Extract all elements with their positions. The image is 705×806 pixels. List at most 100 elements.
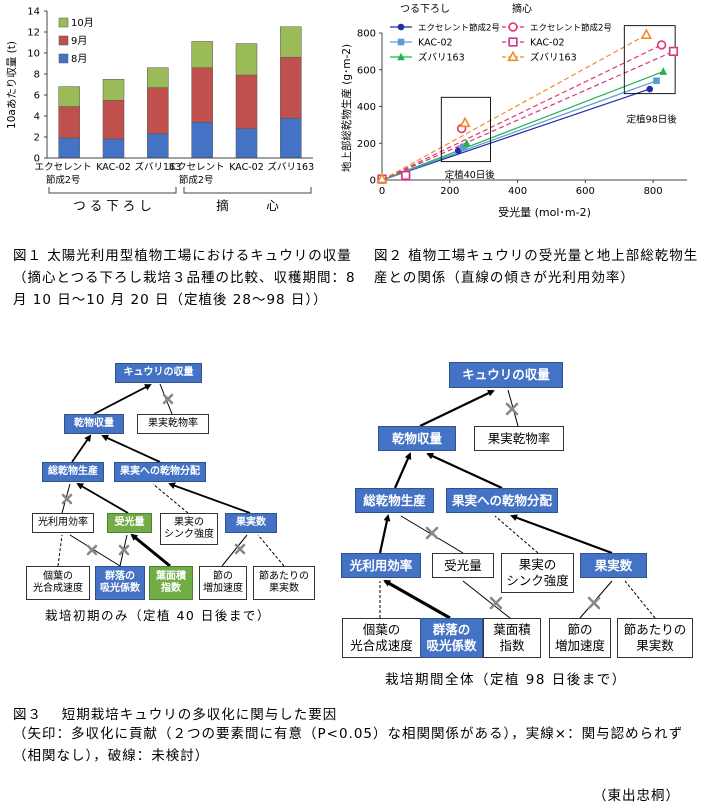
left-fruit-ratio-node: 果実乾物率: [137, 414, 209, 434]
fig1-category-label: KAC-02: [229, 162, 264, 173]
fig3-no-relation-mark: [505, 402, 519, 416]
fig1-legend-label: 9月: [71, 35, 87, 47]
fig2-point: [640, 28, 652, 39]
fig3-no-relation-mark: [61, 493, 73, 505]
left-lai-node: 葉面積 指数: [149, 566, 193, 600]
fig2-regression-line: [381, 71, 664, 181]
fig2-box-40days: [440, 96, 491, 163]
fig1-bar-10月: [102, 79, 125, 101]
fig1-bar-9月: [191, 67, 213, 123]
left-leaf-photo-node: 個葉の 光合成速度: [26, 566, 90, 600]
fig2-legend-label: エクセレント節成2号: [418, 23, 500, 34]
left-sink-node: 果実の シンク強度: [160, 513, 218, 545]
fig1-bar-9月: [102, 100, 125, 140]
fig3-dashed-link: [494, 515, 539, 554]
fig3-no-relation-mark: [489, 596, 503, 610]
fig3-arrow: [93, 384, 152, 415]
fig2-point: [460, 143, 467, 151]
fig2-regression-line: [381, 80, 657, 181]
fig1-bar-8月: [102, 138, 125, 159]
fig1-bar-8月: [58, 137, 80, 159]
right-dry-yield-node: 乾物収量: [378, 426, 456, 451]
fig1-y-tick-label: 2: [34, 133, 40, 144]
right-rue-node: 光利用効率: [341, 553, 421, 578]
fig1-y-axis-label: 10aあたり収量 (t): [6, 41, 18, 129]
fig2-y-tick-label: 0: [370, 176, 376, 187]
fig3-arrow: [419, 390, 495, 427]
fig3-arrow: [426, 452, 503, 489]
fig3-no-relation-mark: [587, 596, 601, 610]
fig1-legend-swatch: [58, 35, 69, 46]
fig2-box-98days: [623, 25, 676, 95]
left-fruit-per-node-node: 節あたりの 果実数: [253, 566, 315, 600]
fig2-point: [646, 85, 654, 93]
fig2-legend-label: KAC-02: [530, 38, 565, 49]
fig2-point: [376, 172, 388, 184]
fig2-annotation: 定植98日後: [627, 113, 678, 125]
fig1-legend-swatch: [58, 53, 69, 64]
fig1-bar-8月: [147, 133, 169, 159]
fig2-regression-line: [381, 34, 647, 181]
right-fruit-per-node-node: 節あたりの 果実数: [617, 618, 693, 658]
fig1-group-label: つ る 下 ろ し: [73, 198, 151, 213]
fig1-category-label: 節成2号: [179, 174, 214, 186]
fig3-arrows: [57, 383, 656, 620]
fig3-dashed-link: [624, 580, 656, 619]
fig2-legend-marker: [397, 52, 405, 61]
fig1-legend-swatch: [58, 17, 69, 28]
left-fruit-num-node: 果実数: [225, 513, 277, 533]
right-received-node: 受光量: [432, 553, 494, 578]
fig2-point: [454, 147, 462, 154]
fig2-y-tick-label: 600: [357, 65, 376, 76]
fig3-dashed-link: [57, 534, 63, 567]
fig2-legend-label: エクセレント節成2号: [530, 23, 612, 34]
left-dry-yield-node: 乾物収量: [64, 414, 124, 434]
fig1-y-tick-label: 8: [34, 70, 40, 81]
fig2-point: [668, 46, 679, 56]
fig1-group-bracket: [48, 187, 177, 194]
fig2-y-tick-label: 800: [357, 29, 376, 40]
right-fruit-num-node: 果実数: [580, 553, 647, 578]
left-node-rate-node: 節の 増加速度: [199, 566, 247, 600]
right-total-dm-node: 総乾物生産: [355, 488, 434, 513]
fig3-no-relation-mark: [425, 526, 439, 540]
fig2-regression-line: [381, 50, 674, 181]
fig2-point: [656, 40, 667, 50]
fig1-category-label: エクセレント: [35, 162, 92, 173]
fig2-x-tick-label: 800: [644, 186, 663, 197]
fig2-y-tick-label: 400: [357, 102, 376, 113]
fig2-legend-marker: [397, 38, 405, 46]
fig3-arrow: [378, 514, 391, 554]
fig3-no-relation-mark: [86, 544, 98, 556]
fig2-legend-marker: [507, 50, 519, 62]
fig2-x-axis-label: 受光量 (mol･m-2): [498, 205, 591, 219]
fig1-bar-9月: [235, 74, 258, 129]
fig2-y-axis-label: 地上部総乾物生産 (g･m-2): [340, 44, 353, 172]
right-leaf-photo-node: 個葉の 光合成速度: [342, 618, 421, 658]
fig1-legend-label: 8月: [71, 53, 87, 65]
right-yield-node: キュウリの収量: [449, 362, 563, 388]
fig1-category-label: ズバリ163: [268, 161, 315, 173]
left-canopy-node: 群落の 吸光係数: [95, 566, 145, 600]
left-rue-node: 光利用効率: [32, 513, 94, 533]
fig1-group-label: 摘 心: [216, 198, 279, 213]
fig3-link: [69, 534, 121, 567]
fig1-bar-10月: [191, 41, 213, 68]
fig3-no-relation-mark: [118, 544, 130, 556]
fig1-y-tick-label: 10: [27, 49, 40, 60]
fig2-point: [653, 77, 660, 85]
fig3-arrow: [101, 434, 161, 463]
fig3-arrow: [76, 482, 129, 514]
fig2-x-tick-label: 600: [576, 186, 595, 197]
fig2-y-tick-label: 200: [357, 139, 376, 150]
fig3-link: [221, 534, 248, 567]
fig2-point: [659, 67, 668, 75]
author-credit: （東出忠桐）: [593, 788, 680, 804]
fig3-caption-body: （矢印：多収化に貢献（２つの要素間に有意（P<0.05）な相関関係がある），実線…: [13, 726, 684, 764]
fig1-category-label: KAC-02: [96, 162, 131, 173]
right-partition-node: 果実への乾物分配: [446, 488, 558, 513]
fig3-arrow: [168, 482, 251, 514]
right-node-rate-node: 節の 増加速度: [549, 618, 611, 658]
fig2-legend-marker: [508, 22, 518, 32]
right-diagram-subtitle: 栽培期間全体（定植 98 日後まで）: [385, 672, 627, 688]
